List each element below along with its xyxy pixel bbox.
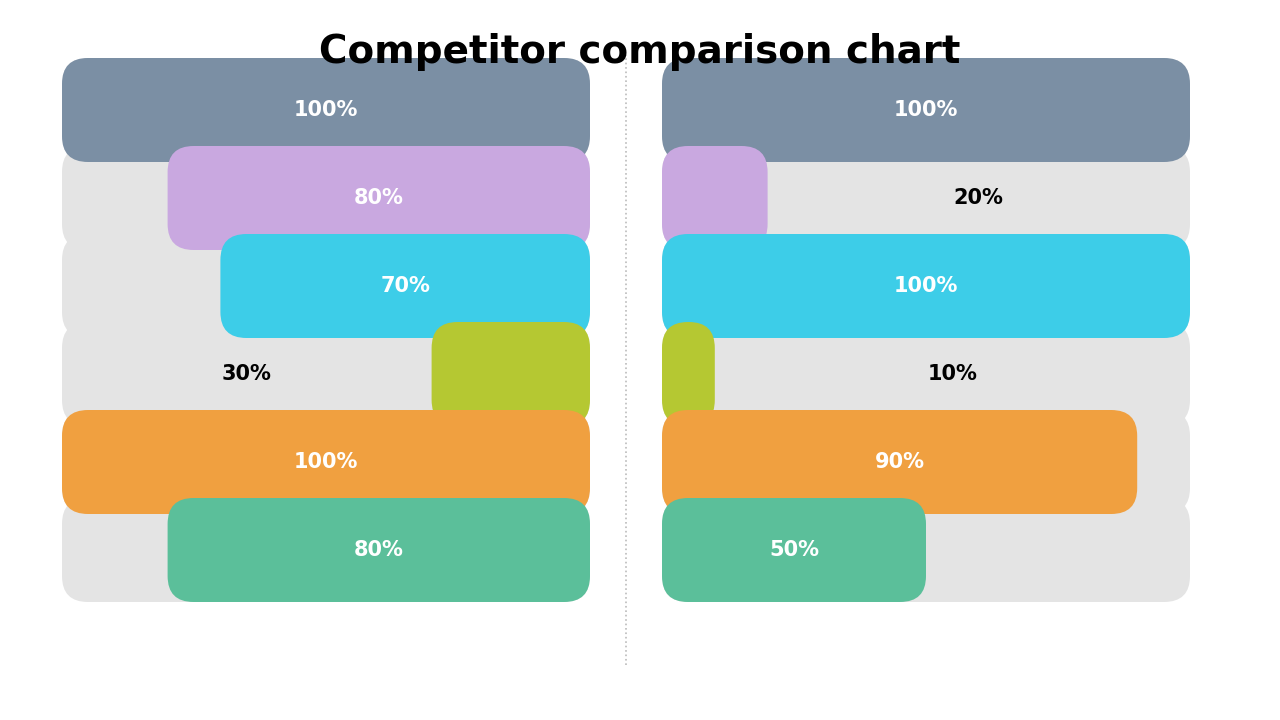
Text: 100%: 100%	[294, 452, 358, 472]
FancyBboxPatch shape	[61, 146, 590, 250]
FancyBboxPatch shape	[168, 498, 590, 602]
Text: 100%: 100%	[294, 100, 358, 120]
FancyBboxPatch shape	[662, 322, 714, 426]
Text: 90%: 90%	[874, 452, 924, 472]
FancyBboxPatch shape	[662, 410, 1137, 514]
Text: 10%: 10%	[928, 364, 978, 384]
Text: 80%: 80%	[353, 188, 403, 208]
Text: 100%: 100%	[893, 100, 959, 120]
FancyBboxPatch shape	[662, 146, 768, 250]
FancyBboxPatch shape	[61, 498, 590, 602]
FancyBboxPatch shape	[662, 58, 1190, 162]
Text: 20%: 20%	[954, 188, 1004, 208]
FancyBboxPatch shape	[61, 58, 590, 162]
FancyBboxPatch shape	[61, 322, 590, 426]
FancyBboxPatch shape	[662, 234, 1190, 338]
FancyBboxPatch shape	[61, 234, 590, 338]
FancyBboxPatch shape	[61, 410, 590, 514]
FancyBboxPatch shape	[662, 498, 1190, 602]
FancyBboxPatch shape	[220, 234, 590, 338]
FancyBboxPatch shape	[662, 410, 1190, 514]
FancyBboxPatch shape	[61, 58, 590, 162]
Text: 100%: 100%	[893, 276, 959, 296]
FancyBboxPatch shape	[662, 146, 1190, 250]
FancyBboxPatch shape	[662, 322, 1190, 426]
Text: 70%: 70%	[380, 276, 430, 296]
Text: Competitor comparison chart: Competitor comparison chart	[319, 33, 961, 71]
FancyBboxPatch shape	[662, 498, 925, 602]
Text: 50%: 50%	[769, 540, 819, 560]
FancyBboxPatch shape	[662, 58, 1190, 162]
FancyBboxPatch shape	[168, 146, 590, 250]
FancyBboxPatch shape	[431, 322, 590, 426]
FancyBboxPatch shape	[662, 234, 1190, 338]
FancyBboxPatch shape	[61, 410, 590, 514]
Text: 80%: 80%	[353, 540, 403, 560]
Text: 30%: 30%	[221, 364, 271, 384]
